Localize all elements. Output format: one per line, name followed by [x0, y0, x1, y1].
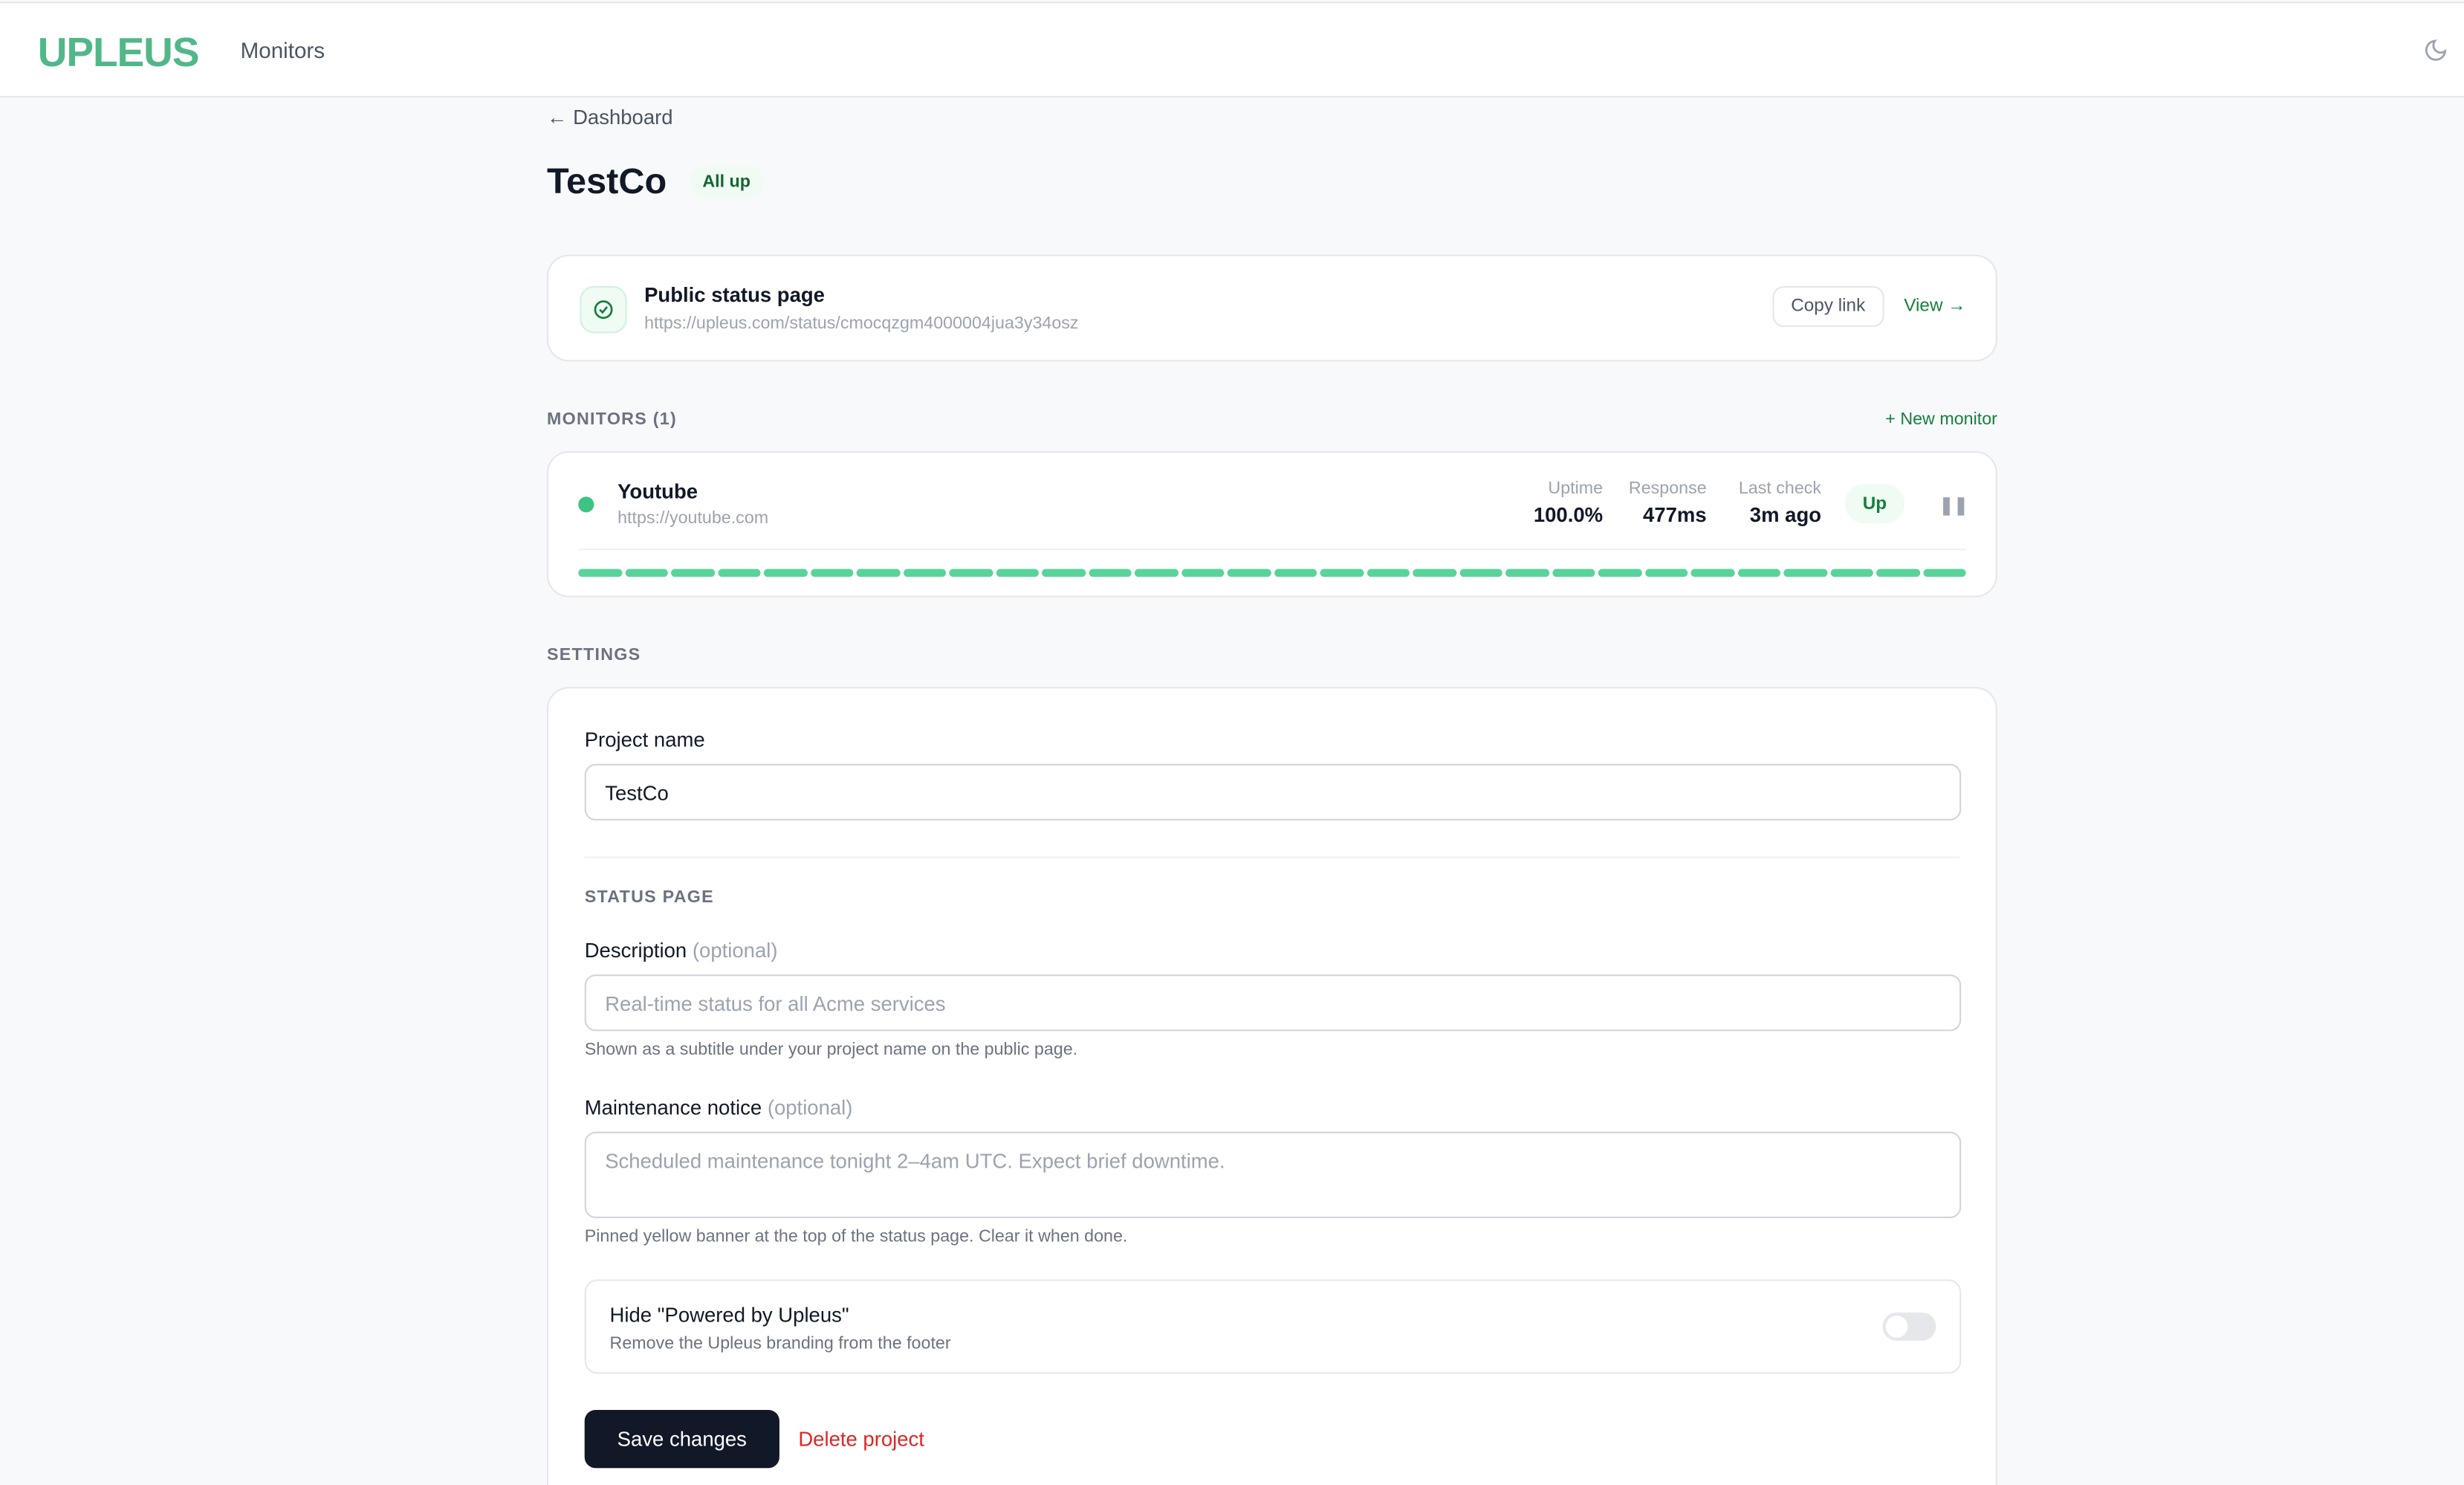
- branding-title: Hide "Powered by Upleus": [609, 1303, 849, 1327]
- description-input[interactable]: Real-time status for all Acme services: [584, 974, 1962, 1032]
- status-page-card: Public status page https://upleus.com/st…: [546, 254, 1997, 362]
- divider: [578, 549, 1966, 551]
- uptime-bar-up: [717, 569, 761, 578]
- uptime-bar-up: [1644, 569, 1688, 578]
- delete-project-button[interactable]: Delete project: [798, 1427, 924, 1451]
- uptime-bar-up: [1598, 569, 1641, 578]
- uptime-bar-up: [1042, 569, 1086, 578]
- monitors-heading: MONITORS (1): [546, 410, 678, 430]
- uptime-bar-up: [810, 569, 854, 578]
- response-stat: Response 477ms: [1628, 479, 1707, 527]
- status-dot: [578, 496, 594, 513]
- new-monitor-button[interactable]: + New monitor: [1885, 410, 1997, 430]
- uptime-bar-up: [1134, 569, 1178, 578]
- uptime-bar-up: [624, 569, 668, 578]
- status-badge: All up: [690, 166, 763, 198]
- uptime-bar-up: [995, 569, 1039, 578]
- maintenance-label: Maintenance notice (optional): [584, 1096, 853, 1119]
- nav-monitors[interactable]: Monitors: [240, 37, 325, 63]
- uptime-bar-up: [902, 569, 947, 578]
- uptime-bar-up: [1366, 569, 1410, 578]
- status-page-heading: STATUS PAGE: [584, 887, 714, 908]
- uptime-bar-up: [1227, 569, 1271, 578]
- uptime-bar-up: [1181, 569, 1225, 578]
- status-page-title: Public status page: [644, 282, 826, 307]
- uptime-bar-up: [1505, 569, 1549, 578]
- moon-icon[interactable]: [2423, 38, 2448, 63]
- copy-link-button[interactable]: Copy link: [1771, 285, 1884, 327]
- project-name-input[interactable]: TestCo: [584, 763, 1962, 821]
- project-name-label: Project name: [584, 728, 705, 751]
- up-badge: Up: [1844, 484, 1905, 524]
- uptime-bar-up: [1876, 569, 1920, 578]
- uptime-bar-up: [1690, 569, 1734, 578]
- branding-description: Remove the Upleus branding from the foot…: [609, 1334, 951, 1353]
- top-bar: UPLEUS Monitors: [0, 1, 2464, 98]
- page-title: TestCo: [546, 160, 667, 201]
- view-link[interactable]: View →: [1904, 297, 1966, 317]
- uptime-bar-up: [763, 569, 807, 578]
- settings-card: Project name TestCo STATUS PAGE Descript…: [546, 687, 1997, 1485]
- divider: [584, 856, 1960, 858]
- uptime-bar-up: [1320, 569, 1364, 578]
- back-link[interactable]: ← Dashboard: [546, 105, 673, 129]
- uptime-bar-up: [949, 569, 993, 578]
- monitor-card[interactable]: Youtube https://youtube.com Uptime 100.0%…: [546, 450, 1997, 598]
- uptime-bar-up: [1274, 569, 1317, 578]
- status-page-url: https://upleus.com/status/cmocqzgm400000…: [644, 314, 1079, 334]
- uptime-bar-up: [1459, 569, 1502, 578]
- branding-option: Hide "Powered by Upleus" Remove the Uple…: [584, 1279, 1962, 1374]
- uptime-bar-up: [671, 569, 715, 578]
- uptime-bar-up: [1413, 569, 1456, 578]
- uptime-bar-up: [1552, 569, 1595, 578]
- uptime-bar-up: [1783, 569, 1827, 578]
- uptime-bar-up: [856, 569, 900, 578]
- settings-heading: SETTINGS: [546, 646, 641, 665]
- pause-icon[interactable]: ❚❚: [1939, 496, 1968, 516]
- description-hint: Shown as a subtitle under your project n…: [584, 1040, 1078, 1060]
- check-circle-icon: [580, 285, 627, 334]
- maintenance-textarea[interactable]: Scheduled maintenance tonight 2–4am UTC.…: [584, 1131, 1962, 1218]
- uptime-history: [578, 569, 1966, 578]
- uptime-bar-up: [1088, 569, 1132, 578]
- description-label: Description (optional): [584, 938, 778, 962]
- uptime-bar-up: [578, 569, 622, 578]
- monitor-name[interactable]: Youtube: [617, 479, 698, 503]
- uptime-bar-up: [1737, 569, 1781, 578]
- uptime-bar-up: [1829, 569, 1873, 578]
- monitor-url: https://youtube.com: [617, 509, 769, 528]
- uptime-bar-up: [1922, 569, 1966, 578]
- maintenance-hint: Pinned yellow banner at the top of the s…: [584, 1227, 1128, 1247]
- logo[interactable]: UPLEUS: [37, 28, 200, 76]
- last-check-stat: Last check 3m ago: [1738, 479, 1822, 527]
- uptime-stat: Uptime 100.0%: [1533, 479, 1604, 527]
- save-button[interactable]: Save changes: [584, 1409, 779, 1469]
- branding-toggle[interactable]: [1882, 1312, 1936, 1341]
